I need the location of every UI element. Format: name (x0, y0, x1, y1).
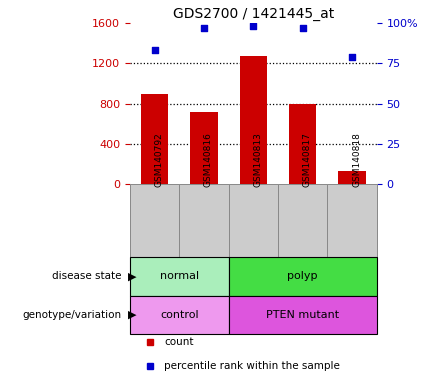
Point (200, 25, 207, 31)
Text: count: count (165, 336, 194, 347)
Bar (179, 184, 229, 257)
Title: GDS2700 / 1421445_at: GDS2700 / 1421445_at (173, 7, 334, 21)
Point (299, 25, 306, 31)
Text: normal: normal (160, 271, 199, 281)
Bar (141, 94, 168, 184)
Text: polyp: polyp (288, 271, 318, 281)
Text: PTEN mutant: PTEN mutant (266, 310, 339, 320)
Text: GSM140813: GSM140813 (253, 132, 262, 187)
Text: GSM140816: GSM140816 (204, 132, 213, 187)
Point (349, 54, 355, 60)
Bar (229, 184, 278, 257)
Bar (278, 184, 327, 257)
Bar (191, 112, 217, 184)
Text: disease state: disease state (52, 271, 121, 281)
Text: control: control (160, 310, 199, 320)
Point (250, 23, 257, 29)
Text: genotype/variation: genotype/variation (22, 310, 121, 320)
Text: percentile rank within the sample: percentile rank within the sample (165, 361, 340, 371)
Bar (289, 104, 316, 184)
Text: ▶: ▶ (128, 271, 136, 281)
Text: GSM140818: GSM140818 (352, 132, 361, 187)
Bar (240, 56, 267, 184)
Bar (229, 257, 377, 296)
Bar (130, 257, 229, 296)
Text: ▶: ▶ (128, 310, 136, 320)
Bar (229, 296, 377, 334)
Bar (339, 171, 365, 184)
Bar (130, 296, 229, 334)
Bar (130, 184, 179, 257)
Text: GSM140817: GSM140817 (303, 132, 312, 187)
Bar (327, 184, 377, 257)
Text: GSM140792: GSM140792 (155, 132, 164, 187)
Point (151, 47, 158, 53)
